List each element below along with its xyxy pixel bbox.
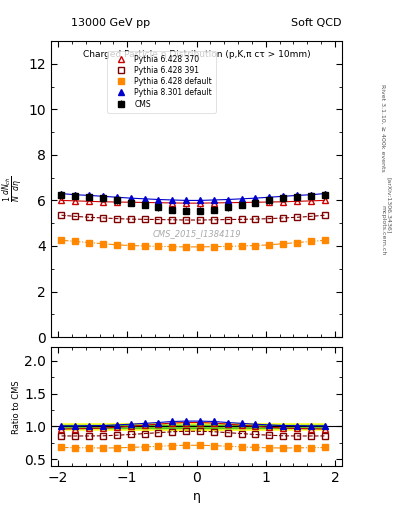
Pythia 6.428 391 [253,216,258,222]
Pythia 6.428 391 [142,216,147,222]
Pythia 6.428 370 [129,199,133,205]
Pythia 6.428 391 [59,212,64,218]
Pythia 6.428 370 [294,198,299,204]
Pythia 8.301 default [322,190,327,197]
Y-axis label: Ratio to CMS: Ratio to CMS [13,380,22,434]
Pythia 6.428 default [322,237,327,243]
Pythia 6.428 391 [184,217,189,223]
Text: Rivet 3.1.10, ≥ 400k events: Rivet 3.1.10, ≥ 400k events [381,84,386,172]
Pythia 8.301 default [101,193,105,199]
Pythia 6.428 default [114,242,119,248]
Pythia 8.301 default [211,197,216,203]
Pythia 6.428 391 [129,216,133,222]
Pythia 6.428 370 [59,197,64,203]
Pythia 6.428 391 [225,217,230,223]
Text: [arXiv:1306.3436]: [arXiv:1306.3436] [387,177,391,233]
Pythia 8.301 default [309,191,313,198]
Pythia 8.301 default [59,190,64,197]
Text: Soft QCD: Soft QCD [292,18,342,28]
Legend: Pythia 6.428 370, Pythia 6.428 391, Pythia 6.428 default, Pythia 8.301 default, : Pythia 6.428 370, Pythia 6.428 391, Pyth… [107,51,216,113]
Pythia 6.428 391 [267,216,272,222]
Pythia 8.301 default [239,196,244,202]
Pythia 6.428 default [184,244,189,250]
Pythia 6.428 default [170,244,174,250]
Pythia 6.428 default [101,241,105,247]
Pythia 6.428 370 [156,200,161,206]
Pythia 8.301 default [170,197,174,203]
Pythia 8.301 default [281,193,285,199]
Pythia 6.428 370 [281,199,285,205]
Pythia 6.428 370 [225,200,230,206]
Pythia 8.301 default [267,194,272,200]
Pythia 6.428 370 [211,200,216,206]
Pythia 6.428 default [59,237,64,243]
Pythia 6.428 default [211,244,216,250]
Pythia 6.428 370 [267,199,272,205]
Pythia 6.428 370 [239,199,244,205]
Pythia 8.301 default [184,197,189,203]
Pythia 6.428 370 [87,198,92,204]
Pythia 6.428 391 [114,216,119,222]
Pythia 6.428 default [309,239,313,245]
Pythia 6.428 370 [170,200,174,206]
Pythia 6.428 391 [211,217,216,223]
Pythia 6.428 391 [73,214,78,220]
Pythia 8.301 default [142,196,147,202]
Pythia 6.428 default [225,243,230,249]
Pythia 6.428 391 [101,215,105,221]
Pythia 6.428 370 [198,200,202,206]
Pythia 6.428 391 [170,217,174,223]
Pythia 6.428 370 [101,199,105,205]
Pythia 8.301 default [156,197,161,203]
Line: Pythia 6.428 default: Pythia 6.428 default [59,238,327,250]
Text: CMS_2015_I1384119: CMS_2015_I1384119 [152,229,241,238]
X-axis label: η: η [193,490,200,503]
Text: 13000 GeV pp: 13000 GeV pp [71,18,150,28]
Text: mcplots.cern.ch: mcplots.cern.ch [381,205,386,255]
Pythia 8.301 default [294,193,299,199]
Pythia 6.428 default [129,243,133,249]
Pythia 6.428 391 [294,214,299,220]
Y-axis label: $\frac{1}{N}\frac{dN_{ch}}{d\eta}$: $\frac{1}{N}\frac{dN_{ch}}{d\eta}$ [0,176,26,202]
Pythia 6.428 391 [198,217,202,223]
Line: Pythia 6.428 391: Pythia 6.428 391 [59,212,327,223]
Line: Pythia 6.428 370: Pythia 6.428 370 [59,198,327,206]
Pythia 6.428 default [198,244,202,250]
Pythia 6.428 default [239,243,244,249]
Pythia 6.428 default [267,242,272,248]
Pythia 8.301 default [87,193,92,199]
Pythia 6.428 default [156,243,161,249]
Pythia 6.428 default [294,240,299,246]
Text: Charged Particle η Distribution (p,K,π cτ > 10mm): Charged Particle η Distribution (p,K,π c… [83,50,310,59]
Pythia 6.428 370 [184,200,189,206]
Pythia 6.428 default [87,240,92,246]
Pythia 6.428 370 [309,198,313,204]
Pythia 6.428 391 [281,215,285,221]
Pythia 6.428 391 [156,217,161,223]
Pythia 8.301 default [198,197,202,203]
Pythia 6.428 370 [73,198,78,204]
Pythia 8.301 default [114,194,119,200]
Pythia 6.428 370 [142,199,147,205]
Pythia 8.301 default [129,195,133,201]
Pythia 6.428 default [253,243,258,249]
Pythia 6.428 370 [253,199,258,205]
Pythia 6.428 370 [322,197,327,203]
Pythia 8.301 default [73,191,78,198]
Pythia 6.428 370 [114,199,119,205]
Pythia 6.428 391 [239,216,244,222]
Pythia 8.301 default [253,195,258,201]
Pythia 6.428 391 [87,214,92,220]
Pythia 6.428 default [281,241,285,247]
Pythia 6.428 default [142,243,147,249]
Line: Pythia 8.301 default: Pythia 8.301 default [59,191,327,203]
Pythia 6.428 391 [322,212,327,218]
Pythia 6.428 391 [309,214,313,220]
Pythia 8.301 default [225,197,230,203]
Pythia 6.428 default [73,239,78,245]
